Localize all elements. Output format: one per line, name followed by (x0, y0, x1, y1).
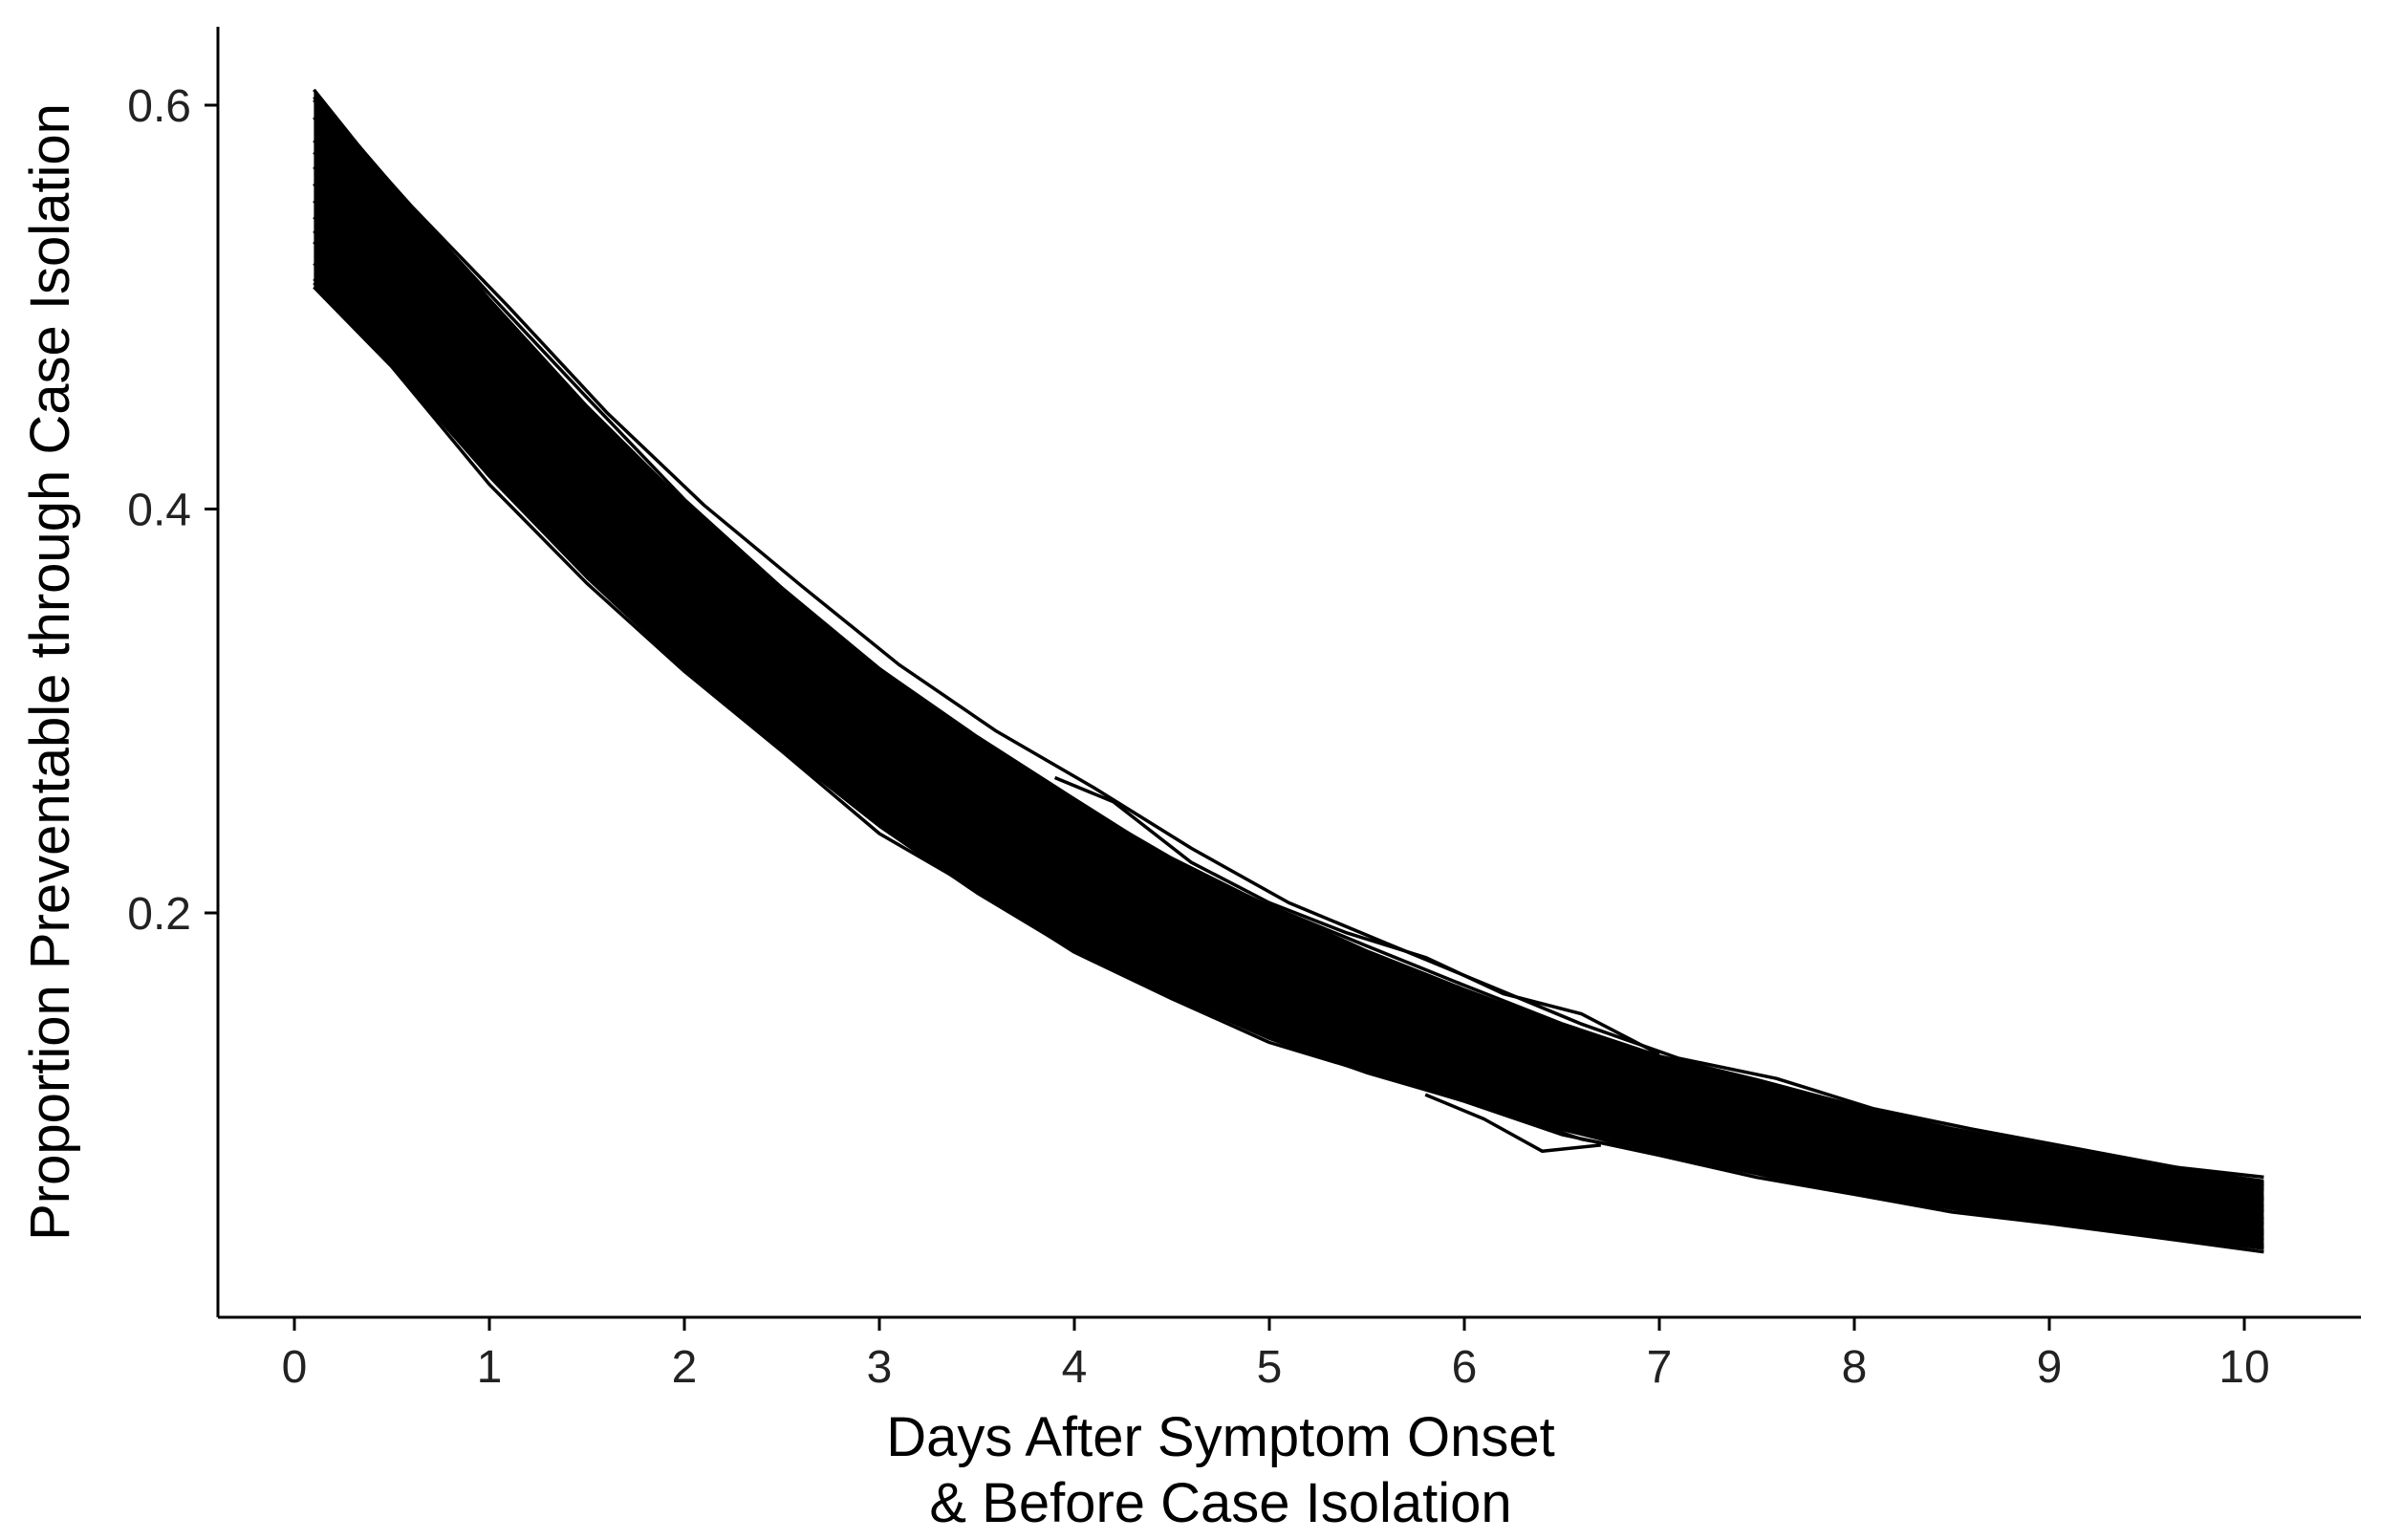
x-tick-label: 2 (672, 1342, 698, 1393)
x-tick-label: 5 (1257, 1342, 1283, 1393)
simulation-run-line (313, 240, 2264, 1237)
simulation-outlier-line (1424, 1093, 1601, 1154)
x-tick-label: 1 (477, 1342, 503, 1393)
simulation-lines (313, 88, 2264, 1254)
simulation-outlier-line (313, 96, 2264, 1185)
simulation-run-line (313, 116, 2264, 1192)
simulation-band (314, 91, 2264, 1250)
x-tick-label: 7 (1647, 1342, 1673, 1393)
y-axis-title: Proportion Preventable through Case Isol… (19, 103, 81, 1241)
simulation-run-line (313, 277, 2264, 1247)
x-tick-label: 0 (282, 1342, 308, 1393)
x-tick-label: 10 (2219, 1342, 2269, 1393)
x-axis-title-line-2: & Before Case Isolation (929, 1472, 1511, 1534)
simulation-run-line (313, 88, 2264, 1180)
simulation-run-line (313, 262, 2264, 1242)
simulation-run-line (313, 139, 2264, 1201)
simulation-band-area (314, 91, 2264, 1250)
x-axis-title-line-1: Days After Symptom Onset (886, 1406, 1554, 1468)
y-tick-label: 0.2 (127, 889, 191, 940)
simulation-run-line (313, 165, 2264, 1209)
simulation-run-line (313, 286, 2264, 1254)
simulation-run-line (313, 215, 2264, 1225)
y-axis-ticks: 0.2 0.4 0.6 (127, 81, 218, 940)
simulation-run-line (313, 182, 2264, 1213)
simulation-run-line (313, 199, 2264, 1221)
simulation-run-line (313, 150, 2264, 1203)
x-axis-ticks: 0 1 2 3 4 5 6 7 8 9 10 (282, 1317, 2270, 1393)
y-tick-label: 0.6 (127, 81, 191, 132)
x-tick-label: 8 (1842, 1342, 1868, 1393)
simulation-run-line (313, 98, 2264, 1188)
x-tick-label: 4 (1062, 1342, 1088, 1393)
simulation-outlier-line (1053, 775, 1660, 1056)
x-tick-label: 3 (867, 1342, 893, 1393)
y-tick-label: 0.4 (127, 486, 191, 536)
simulation-run-line (313, 229, 2264, 1233)
x-tick-label: 9 (2037, 1342, 2063, 1393)
simulation-outlier-line (313, 281, 2264, 1250)
x-tick-label: 6 (1452, 1342, 1478, 1393)
